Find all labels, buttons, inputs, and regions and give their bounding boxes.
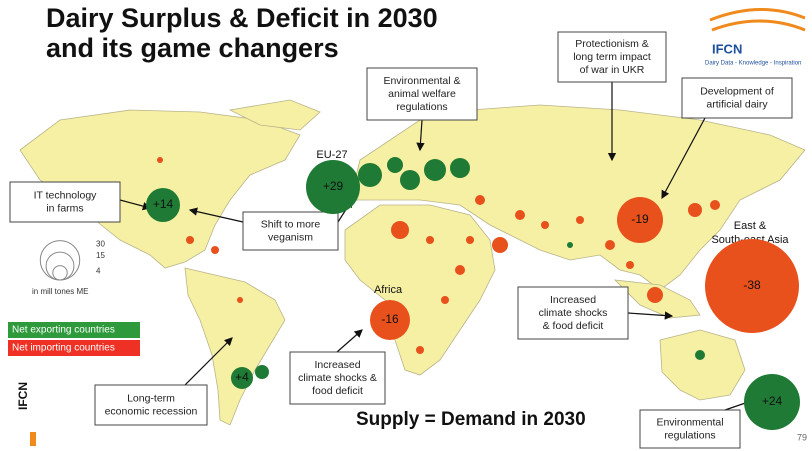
callout-text: veganism bbox=[268, 231, 313, 243]
region-bubble bbox=[146, 188, 180, 222]
callout-box bbox=[289, 351, 386, 405]
callout-text: & food deficit bbox=[543, 320, 604, 332]
callout-box bbox=[242, 211, 339, 251]
callout-text: regulations bbox=[664, 429, 715, 441]
callout-text: Environmental bbox=[656, 416, 723, 428]
title: and its game changers bbox=[46, 33, 339, 63]
region-name: EU-27 bbox=[316, 149, 347, 161]
callout-box bbox=[366, 67, 478, 121]
callout-box bbox=[639, 409, 741, 449]
callout-arrow bbox=[119, 199, 152, 211]
region-bubble bbox=[617, 197, 663, 243]
bubble-label: +24 bbox=[762, 394, 783, 408]
region-name: East & bbox=[734, 220, 767, 232]
color-legend-label: Net importing countries bbox=[12, 343, 115, 354]
callout-box bbox=[9, 181, 121, 223]
callout-arrow bbox=[627, 311, 674, 320]
callout-arrow bbox=[416, 119, 425, 152]
callout-text: regulations bbox=[396, 101, 447, 113]
callout-arrow bbox=[188, 207, 244, 223]
footer: Supply = Demand in 2030 bbox=[356, 409, 586, 430]
callout-text: Shift to more bbox=[261, 218, 321, 230]
callout-text: food deficit bbox=[312, 385, 363, 397]
callout-box bbox=[517, 286, 629, 340]
callout-text: climate shocks bbox=[539, 307, 608, 319]
bubble-label: -19 bbox=[631, 212, 649, 226]
side-label: IFCN bbox=[16, 382, 30, 410]
bubble-label: +29 bbox=[323, 179, 344, 193]
callout-text: Protectionism & bbox=[575, 38, 649, 50]
callout-arrow bbox=[661, 117, 706, 200]
callout-text: Increased bbox=[314, 359, 360, 371]
region-bubble bbox=[744, 374, 800, 430]
callout-text: Development of bbox=[700, 85, 774, 97]
callout-arrow bbox=[184, 337, 233, 386]
color-legend-swatch bbox=[8, 340, 140, 356]
size-legend-label: 15 bbox=[96, 251, 105, 260]
region-bubble bbox=[306, 160, 360, 214]
logo-swoosh bbox=[709, 8, 806, 32]
size-legend-circle bbox=[52, 265, 68, 281]
callout-text: animal welfare bbox=[388, 88, 456, 100]
title: Dairy Surplus & Deficit in 2030 bbox=[46, 3, 438, 33]
color-legend-label: Net exporting countries bbox=[12, 325, 115, 336]
color-legend-swatch bbox=[8, 322, 140, 338]
callout-text: Increased bbox=[550, 294, 596, 306]
size-legend-circle bbox=[39, 240, 81, 281]
bubble-label: -38 bbox=[743, 278, 761, 292]
map bbox=[19, 99, 806, 426]
logo-name: IFCN bbox=[712, 41, 742, 56]
callout-text: long term impact bbox=[573, 51, 651, 63]
callout-text: of war in UKR bbox=[580, 64, 645, 76]
region-bubble bbox=[231, 367, 253, 389]
callout-text: Environmental & bbox=[383, 75, 460, 87]
callout-box bbox=[94, 384, 208, 426]
size-legend-label: 30 bbox=[96, 240, 105, 249]
region-bubble bbox=[705, 239, 799, 333]
side-bar bbox=[30, 432, 36, 446]
region-name: Africa bbox=[374, 284, 403, 296]
callout-arrow bbox=[336, 329, 363, 353]
callout-box bbox=[557, 31, 667, 83]
region-bubble bbox=[370, 300, 410, 340]
page-number: 79 bbox=[797, 432, 807, 442]
exporter-dots bbox=[255, 157, 705, 379]
size-legend-unit: in mill tones ME bbox=[32, 287, 88, 296]
callout-box bbox=[681, 77, 793, 119]
callout-text: economic recession bbox=[105, 405, 198, 417]
bubble-label: +4 bbox=[235, 370, 249, 384]
logo-tagline: Dairy Data - Knowledge - Inspiration bbox=[705, 61, 801, 67]
bubble-label: +14 bbox=[153, 197, 174, 211]
callout-text: artificial dairy bbox=[706, 98, 768, 110]
country-dots bbox=[157, 157, 720, 354]
callout-text: Long-term bbox=[127, 392, 175, 404]
bubble-label: -16 bbox=[381, 312, 399, 326]
callout-text: in farms bbox=[46, 202, 83, 214]
size-legend-label: 4 bbox=[96, 267, 101, 276]
callout-text: IT technology bbox=[34, 189, 98, 201]
callout-text: climate shocks & bbox=[298, 372, 377, 384]
